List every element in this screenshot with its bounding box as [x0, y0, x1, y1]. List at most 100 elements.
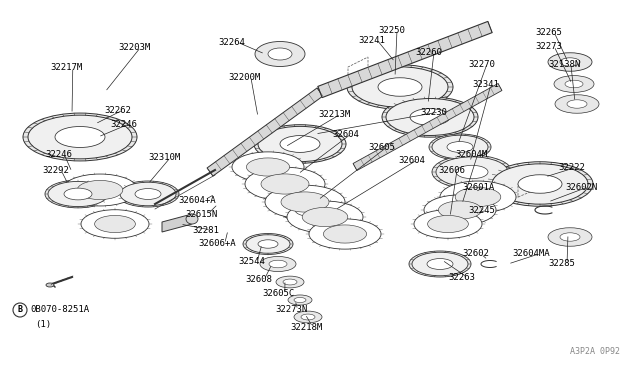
Ellipse shape	[565, 80, 583, 88]
Text: 32273: 32273	[535, 42, 562, 51]
Ellipse shape	[254, 125, 346, 163]
Ellipse shape	[135, 189, 161, 199]
Text: 32217M: 32217M	[50, 62, 83, 71]
Ellipse shape	[438, 201, 481, 219]
Ellipse shape	[62, 174, 138, 206]
Text: 32615N: 32615N	[185, 209, 217, 218]
Text: 32606: 32606	[438, 166, 465, 174]
Ellipse shape	[323, 225, 367, 243]
Ellipse shape	[186, 214, 198, 224]
Text: 32604+A: 32604+A	[178, 196, 216, 205]
Ellipse shape	[456, 165, 488, 179]
Ellipse shape	[427, 259, 453, 269]
Ellipse shape	[432, 155, 512, 189]
Ellipse shape	[120, 182, 176, 206]
Text: 0B070-8251A: 0B070-8251A	[30, 305, 89, 314]
Text: 32270: 32270	[468, 60, 495, 68]
Text: 32604M: 32604M	[455, 150, 487, 158]
Text: 32604MA: 32604MA	[512, 250, 550, 259]
Ellipse shape	[424, 195, 496, 225]
Ellipse shape	[447, 141, 473, 153]
Ellipse shape	[382, 97, 478, 137]
Text: 32241: 32241	[358, 35, 385, 45]
Text: 32264: 32264	[218, 38, 245, 46]
Polygon shape	[318, 22, 492, 97]
Ellipse shape	[294, 311, 322, 323]
Text: 32138N: 32138N	[548, 60, 580, 68]
Text: (1): (1)	[35, 320, 51, 328]
Text: A3P2A 0P92: A3P2A 0P92	[570, 347, 620, 356]
Ellipse shape	[117, 181, 179, 207]
Ellipse shape	[81, 210, 149, 238]
Text: 32200M: 32200M	[228, 73, 260, 81]
Text: 32604: 32604	[332, 129, 359, 138]
Text: 32605C: 32605C	[262, 289, 294, 298]
Ellipse shape	[258, 126, 342, 162]
Ellipse shape	[428, 215, 468, 232]
Text: 32265: 32265	[535, 28, 562, 36]
Text: 32608: 32608	[245, 276, 272, 285]
Text: 32246: 32246	[45, 150, 72, 158]
Ellipse shape	[246, 235, 290, 253]
Ellipse shape	[23, 113, 137, 161]
Ellipse shape	[288, 295, 312, 305]
Text: 32262: 32262	[104, 106, 131, 115]
Text: 32260: 32260	[415, 48, 442, 57]
Polygon shape	[353, 83, 502, 170]
Ellipse shape	[280, 198, 340, 222]
Ellipse shape	[294, 298, 306, 302]
Text: 32245: 32245	[468, 205, 495, 215]
Ellipse shape	[436, 157, 508, 187]
Ellipse shape	[487, 162, 593, 206]
Ellipse shape	[301, 314, 315, 320]
Ellipse shape	[560, 233, 580, 241]
Ellipse shape	[281, 192, 329, 212]
Ellipse shape	[378, 78, 422, 96]
Ellipse shape	[567, 100, 587, 108]
Text: 32606+A: 32606+A	[198, 240, 236, 248]
Text: 32544: 32544	[238, 257, 265, 266]
Text: 32281: 32281	[192, 225, 219, 234]
Ellipse shape	[260, 256, 296, 272]
Ellipse shape	[548, 53, 592, 71]
Text: 32246: 32246	[110, 119, 137, 128]
Polygon shape	[207, 88, 323, 176]
Text: 32273N: 32273N	[275, 305, 307, 314]
Polygon shape	[162, 214, 192, 232]
Ellipse shape	[386, 99, 474, 135]
Ellipse shape	[554, 76, 594, 92]
Ellipse shape	[246, 158, 289, 176]
Text: 32250: 32250	[378, 26, 405, 35]
Ellipse shape	[414, 210, 482, 238]
Ellipse shape	[232, 152, 304, 182]
Ellipse shape	[410, 109, 450, 125]
Ellipse shape	[412, 252, 468, 276]
Ellipse shape	[518, 175, 562, 193]
Ellipse shape	[347, 65, 453, 109]
Ellipse shape	[276, 276, 304, 288]
Text: 32602: 32602	[462, 250, 489, 259]
Ellipse shape	[302, 208, 348, 227]
Ellipse shape	[280, 136, 320, 153]
Text: 32222: 32222	[558, 163, 585, 171]
Ellipse shape	[95, 215, 136, 232]
Ellipse shape	[268, 48, 292, 60]
Ellipse shape	[243, 234, 293, 254]
Ellipse shape	[295, 204, 325, 216]
Ellipse shape	[352, 67, 448, 107]
Ellipse shape	[261, 174, 309, 194]
Text: 32341: 32341	[472, 80, 499, 89]
Ellipse shape	[77, 180, 123, 199]
Ellipse shape	[55, 126, 105, 148]
Ellipse shape	[48, 182, 108, 206]
Ellipse shape	[255, 42, 305, 67]
Text: 32263: 32263	[448, 273, 475, 282]
Ellipse shape	[309, 219, 381, 249]
Text: B: B	[17, 305, 22, 314]
Ellipse shape	[555, 95, 599, 113]
Ellipse shape	[429, 134, 491, 160]
Ellipse shape	[440, 181, 516, 213]
Ellipse shape	[283, 279, 297, 285]
Text: 32310M: 32310M	[148, 153, 180, 161]
Ellipse shape	[265, 185, 345, 219]
